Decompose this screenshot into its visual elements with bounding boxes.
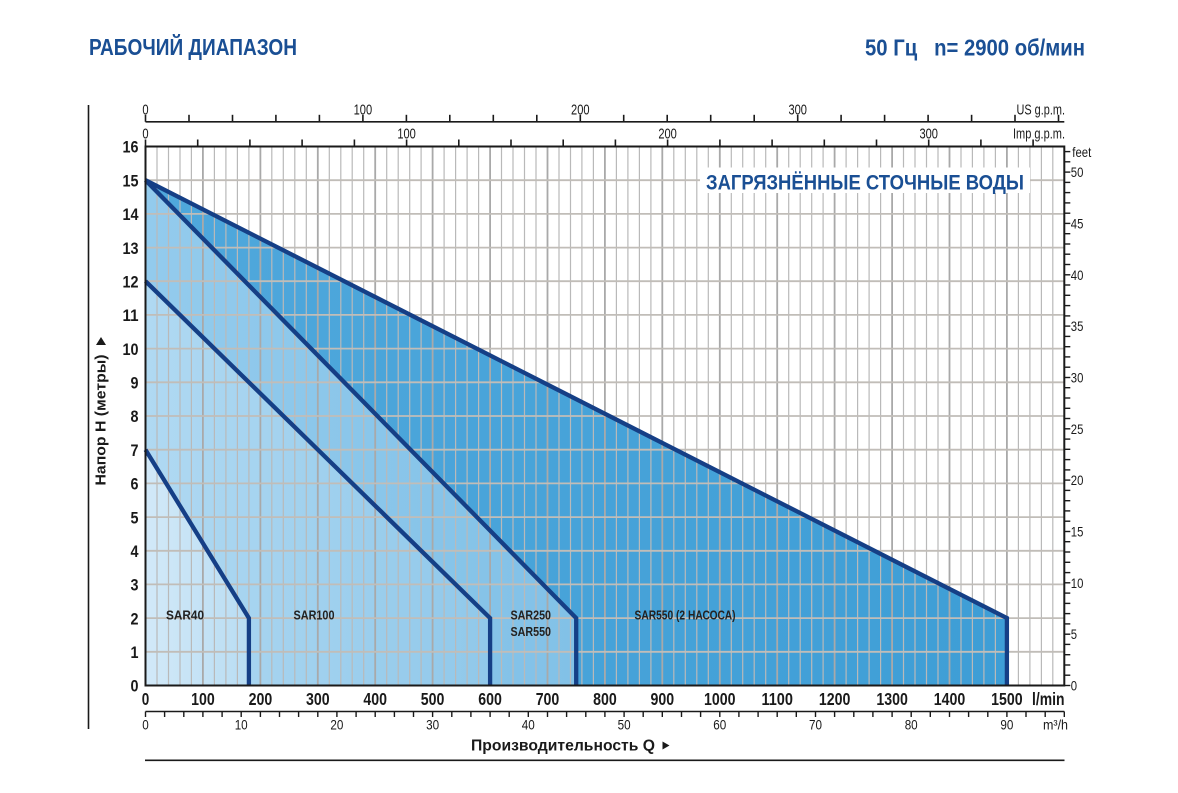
svg-text:SAR100: SAR100	[294, 609, 335, 623]
svg-text:3: 3	[131, 576, 139, 595]
svg-text:Imp g.p.m.: Imp g.p.m.	[1013, 126, 1065, 143]
svg-text:35: 35	[1071, 318, 1084, 334]
svg-text:100: 100	[397, 126, 416, 143]
svg-text:9: 9	[131, 374, 139, 393]
svg-text:РАБОЧИЙ ДИАПАЗОН: РАБОЧИЙ ДИАПАЗОН	[89, 33, 297, 60]
svg-text:0: 0	[1071, 678, 1077, 694]
svg-text:0: 0	[142, 717, 149, 733]
svg-text:8: 8	[131, 407, 139, 426]
svg-text:50 Гц n= 2900 об/мин: 50 Гц n= 2900 об/мин	[865, 35, 1085, 61]
svg-text:Напор H (метры): Напор H (метры)	[93, 354, 110, 485]
svg-text:l/min: l/min	[1032, 689, 1065, 709]
svg-text:40: 40	[1071, 267, 1084, 283]
svg-text:15: 15	[123, 171, 139, 190]
svg-text:70: 70	[809, 717, 822, 733]
svg-text:16: 16	[123, 138, 139, 157]
svg-text:80: 80	[905, 717, 918, 733]
svg-text:300: 300	[306, 689, 330, 709]
svg-text:1100: 1100	[761, 689, 793, 709]
svg-text:0: 0	[142, 689, 150, 709]
svg-text:0: 0	[131, 677, 139, 696]
svg-text:200: 200	[658, 126, 677, 143]
svg-text:900: 900	[651, 689, 675, 709]
svg-text:1: 1	[131, 643, 139, 662]
svg-text:Производительность Q: Производительность Q	[471, 738, 655, 755]
svg-text:300: 300	[788, 101, 807, 118]
svg-text:11: 11	[123, 306, 139, 325]
svg-text:US g.p.m.: US g.p.m.	[1017, 101, 1066, 118]
svg-text:ЗАГРЯЗНЁННЫЕ СТОЧНЫЕ ВОДЫ: ЗАГРЯЗНЁННЫЕ СТОЧНЫЕ ВОДЫ	[706, 172, 1024, 195]
svg-text:1400: 1400	[934, 689, 966, 709]
svg-text:7: 7	[131, 441, 139, 460]
svg-text:20: 20	[330, 717, 343, 733]
svg-text:700: 700	[536, 689, 560, 709]
svg-text:14: 14	[123, 205, 139, 224]
svg-text:60: 60	[713, 717, 726, 733]
svg-text:45: 45	[1071, 215, 1084, 231]
svg-text:40: 40	[522, 717, 535, 733]
svg-text:2: 2	[131, 609, 139, 628]
svg-text:SAR250: SAR250	[511, 609, 552, 623]
svg-text:4: 4	[131, 542, 139, 561]
svg-text:5: 5	[1071, 626, 1077, 642]
svg-text:12: 12	[123, 272, 139, 291]
svg-text:0: 0	[142, 126, 148, 143]
svg-text:300: 300	[919, 126, 938, 143]
svg-text:5: 5	[131, 508, 139, 527]
svg-text:1000: 1000	[704, 689, 736, 709]
svg-text:30: 30	[426, 717, 439, 733]
svg-text:SAR550: SAR550	[511, 625, 552, 639]
svg-text:20: 20	[1071, 472, 1084, 488]
svg-text:SAR40: SAR40	[166, 609, 204, 623]
svg-text:0: 0	[142, 101, 148, 118]
svg-text:m³/h: m³/h	[1043, 717, 1068, 733]
svg-text:90: 90	[1000, 717, 1013, 733]
svg-text:13: 13	[123, 239, 139, 258]
svg-text:50: 50	[1071, 164, 1084, 180]
svg-text:feet: feet	[1072, 144, 1091, 160]
svg-text:50: 50	[618, 717, 631, 733]
svg-text:200: 200	[249, 689, 273, 709]
svg-text:30: 30	[1071, 370, 1084, 386]
svg-text:10: 10	[123, 340, 139, 359]
svg-text:200: 200	[571, 101, 590, 118]
svg-text:1300: 1300	[876, 689, 908, 709]
svg-text:500: 500	[421, 689, 445, 709]
svg-text:100: 100	[354, 101, 373, 118]
svg-text:1200: 1200	[819, 689, 851, 709]
svg-text:800: 800	[593, 689, 617, 709]
svg-text:15: 15	[1071, 524, 1084, 540]
svg-text:6: 6	[131, 475, 139, 494]
svg-text:SAR550 (2 НАСОСА): SAR550 (2 НАСОСА)	[635, 609, 736, 623]
svg-text:10: 10	[235, 717, 248, 733]
svg-text:600: 600	[478, 689, 502, 709]
svg-text:1500: 1500	[991, 689, 1023, 709]
svg-text:400: 400	[363, 689, 387, 709]
svg-text:100: 100	[191, 689, 215, 709]
svg-text:10: 10	[1071, 575, 1084, 591]
svg-text:25: 25	[1071, 421, 1084, 437]
